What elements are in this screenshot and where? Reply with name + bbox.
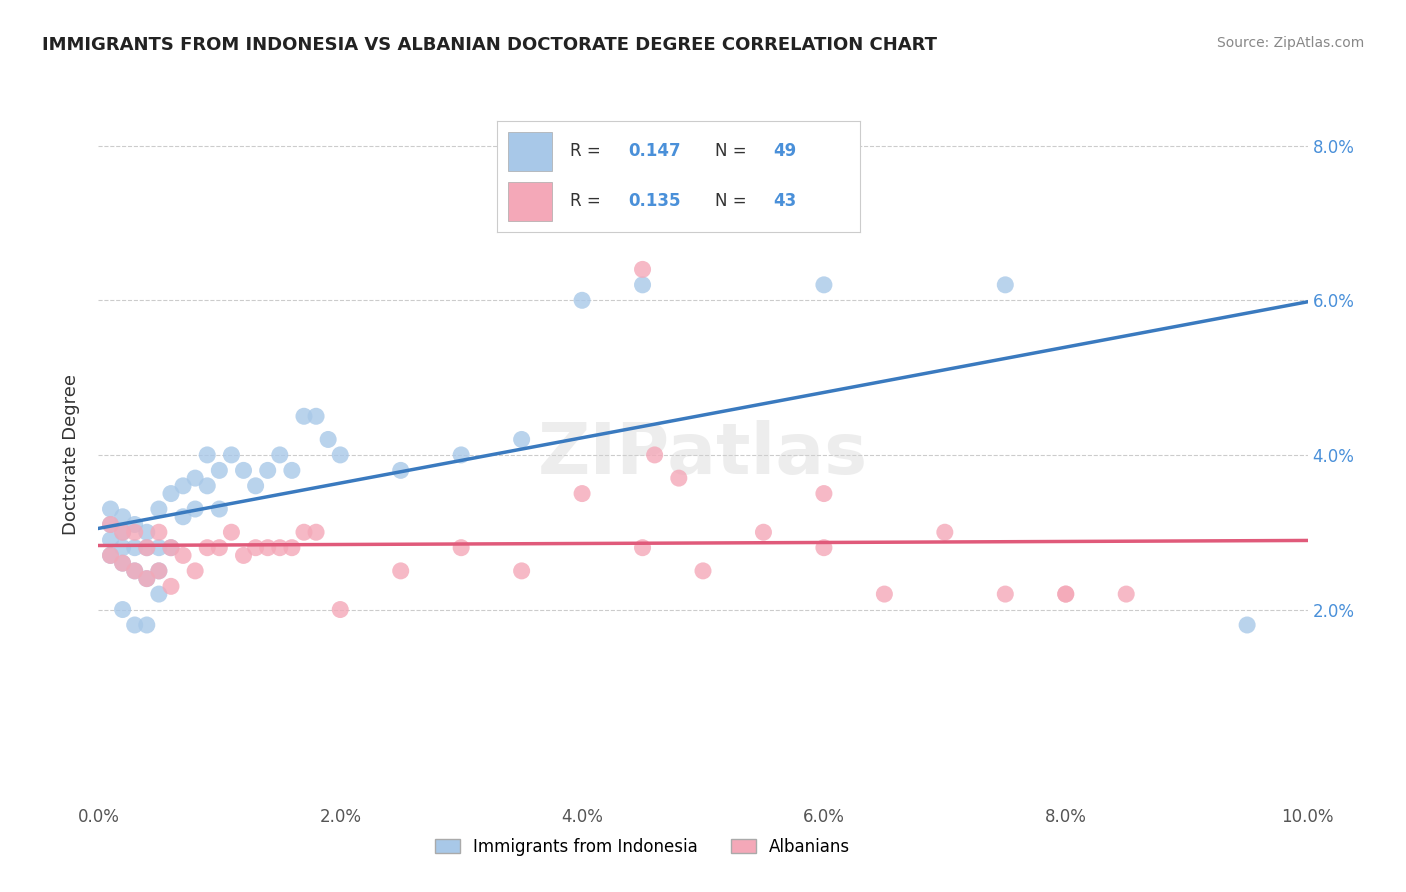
Point: [281, 463, 304, 477]
Point: [631, 541, 654, 555]
Point: [124, 564, 146, 578]
Point: [269, 541, 291, 555]
Point: [111, 509, 134, 524]
Point: [195, 479, 218, 493]
Point: [245, 541, 267, 555]
Point: [813, 277, 835, 292]
Point: [160, 579, 183, 593]
Point: [100, 517, 122, 532]
Point: [160, 486, 183, 500]
Point: [124, 564, 146, 578]
Point: [160, 541, 183, 555]
Point: [571, 486, 593, 500]
Point: [135, 541, 157, 555]
Point: [813, 486, 835, 500]
Point: [232, 549, 254, 563]
Point: [994, 587, 1017, 601]
Point: [111, 556, 134, 570]
Text: Source: ZipAtlas.com: Source: ZipAtlas.com: [1216, 36, 1364, 50]
Point: [208, 463, 231, 477]
Point: [160, 541, 183, 555]
Point: [124, 525, 146, 540]
Point: [389, 564, 412, 578]
Point: [1115, 587, 1137, 601]
Point: [148, 502, 170, 516]
Legend: Immigrants from Indonesia, Albanians: Immigrants from Indonesia, Albanians: [426, 830, 859, 864]
Point: [195, 448, 218, 462]
Point: [148, 541, 170, 555]
Point: [389, 463, 412, 477]
Point: [148, 564, 170, 578]
Point: [208, 541, 231, 555]
Point: [135, 572, 157, 586]
Point: [111, 602, 134, 616]
Point: [184, 564, 207, 578]
Point: [135, 572, 157, 586]
Point: [752, 525, 775, 540]
Point: [571, 293, 593, 308]
Point: [221, 525, 243, 540]
Point: [510, 433, 533, 447]
Point: [100, 502, 122, 516]
Point: [1236, 618, 1258, 632]
Point: [316, 433, 339, 447]
Point: [172, 479, 194, 493]
Point: [148, 587, 170, 601]
Point: [281, 541, 304, 555]
Point: [124, 541, 146, 555]
Point: [994, 277, 1017, 292]
Point: [148, 525, 170, 540]
Point: [148, 564, 170, 578]
Point: [111, 541, 134, 555]
Point: [195, 541, 218, 555]
Point: [111, 525, 134, 540]
Point: [232, 463, 254, 477]
Point: [111, 556, 134, 570]
Point: [668, 471, 690, 485]
Point: [631, 262, 654, 277]
Point: [184, 502, 207, 516]
Point: [450, 448, 472, 462]
Point: [100, 517, 122, 532]
Point: [305, 525, 328, 540]
Point: [269, 448, 291, 462]
Point: [1054, 587, 1077, 601]
Point: [135, 618, 157, 632]
Point: [135, 525, 157, 540]
Point: [1054, 587, 1077, 601]
Point: [111, 525, 134, 540]
Point: [208, 502, 231, 516]
Point: [124, 517, 146, 532]
Point: [100, 533, 122, 547]
Point: [292, 525, 315, 540]
Point: [329, 448, 352, 462]
Point: [692, 564, 714, 578]
Point: [934, 525, 956, 540]
Point: [510, 564, 533, 578]
Point: [873, 587, 896, 601]
Point: [135, 541, 157, 555]
Point: [329, 602, 352, 616]
Point: [100, 549, 122, 563]
Point: [172, 549, 194, 563]
Point: [450, 541, 472, 555]
Point: [305, 409, 328, 424]
Text: IMMIGRANTS FROM INDONESIA VS ALBANIAN DOCTORATE DEGREE CORRELATION CHART: IMMIGRANTS FROM INDONESIA VS ALBANIAN DO…: [42, 36, 938, 54]
Point: [813, 541, 835, 555]
Point: [172, 509, 194, 524]
Point: [221, 448, 243, 462]
Text: ZIPatlas: ZIPatlas: [538, 420, 868, 490]
Point: [644, 448, 666, 462]
Point: [256, 541, 278, 555]
Point: [256, 463, 278, 477]
Point: [184, 471, 207, 485]
Point: [631, 277, 654, 292]
Point: [100, 549, 122, 563]
Point: [292, 409, 315, 424]
Point: [124, 618, 146, 632]
Y-axis label: Doctorate Degree: Doctorate Degree: [62, 375, 80, 535]
Point: [245, 479, 267, 493]
